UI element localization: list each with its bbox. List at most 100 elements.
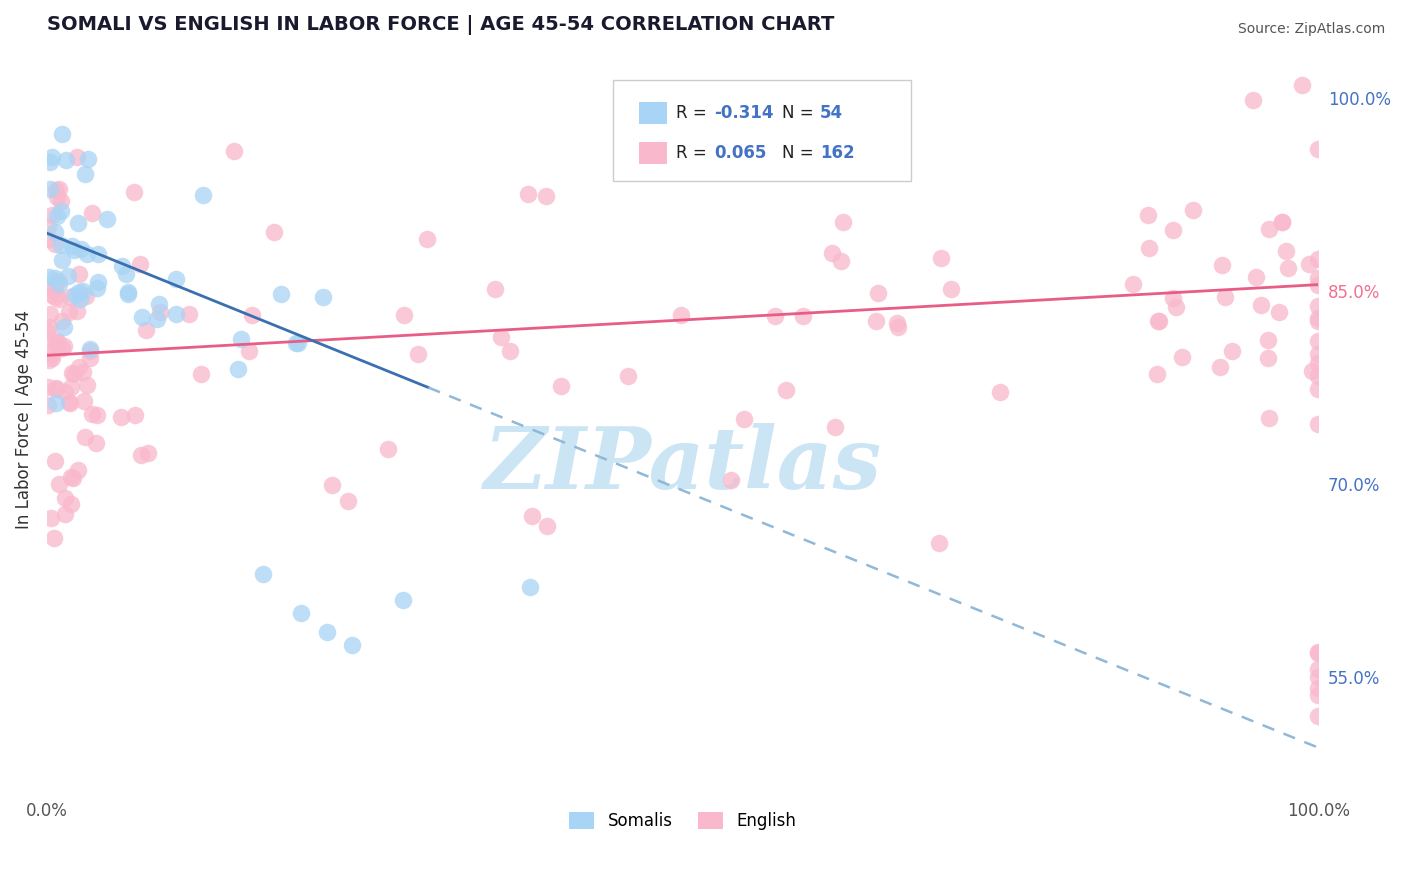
Point <box>51 314 73 328</box>
Point <box>73 430 96 444</box>
Point <box>51 253 73 268</box>
Point <box>1170 351 1192 365</box>
Point <box>499 343 522 358</box>
Point <box>129 448 152 462</box>
Point <box>44 290 66 304</box>
Point <box>238 344 260 359</box>
Point <box>941 282 963 296</box>
Point <box>821 245 844 260</box>
Point <box>63 243 86 257</box>
Point <box>1166 300 1188 314</box>
Point <box>46 338 69 352</box>
Point <box>60 497 83 511</box>
Point <box>775 384 797 398</box>
Point <box>87 247 110 261</box>
Point <box>550 378 572 392</box>
Point <box>135 323 157 337</box>
Point <box>263 225 285 239</box>
Point <box>63 288 86 302</box>
Point <box>59 290 82 304</box>
FancyBboxPatch shape <box>613 80 911 181</box>
Point <box>287 335 309 350</box>
Point <box>1308 252 1330 267</box>
Point <box>44 237 66 252</box>
Point <box>340 638 363 652</box>
Text: 162: 162 <box>820 144 855 161</box>
Point <box>824 419 846 434</box>
Point <box>1181 203 1204 218</box>
Text: 0.065: 0.065 <box>714 144 766 161</box>
Point <box>669 308 692 322</box>
Point <box>792 309 814 323</box>
Point <box>45 184 67 198</box>
Point <box>44 271 66 285</box>
Point <box>1147 314 1170 328</box>
Point <box>1308 299 1330 313</box>
Point <box>136 446 159 460</box>
Point <box>67 463 90 477</box>
Point <box>928 536 950 550</box>
Point <box>76 378 98 392</box>
Point <box>1308 347 1330 361</box>
Point <box>55 491 77 506</box>
Point <box>321 478 343 492</box>
Point <box>1257 333 1279 347</box>
Point <box>48 476 70 491</box>
Point <box>86 435 108 450</box>
Point <box>48 277 70 292</box>
Point <box>290 606 312 620</box>
Point <box>69 293 91 307</box>
Point <box>79 344 101 359</box>
Point <box>48 182 70 196</box>
Point <box>520 508 543 523</box>
Point <box>392 592 415 607</box>
Point <box>1308 644 1330 658</box>
Point <box>45 209 67 223</box>
Point <box>129 257 152 271</box>
Point <box>39 182 62 196</box>
Point <box>1308 681 1330 695</box>
Point <box>53 507 76 521</box>
Point <box>519 580 541 594</box>
Point <box>240 309 263 323</box>
Point <box>886 316 908 330</box>
Point <box>48 292 70 306</box>
Point <box>86 280 108 294</box>
Point <box>1209 360 1232 375</box>
Point <box>38 307 60 321</box>
Point <box>1146 367 1168 381</box>
Point <box>222 144 245 158</box>
Point <box>124 409 146 423</box>
Point <box>62 367 84 381</box>
Point <box>86 409 108 423</box>
Point <box>72 284 94 298</box>
Point <box>270 287 292 301</box>
Point <box>60 238 83 252</box>
Text: N =: N = <box>782 144 818 161</box>
Legend: Somalis, English: Somalis, English <box>562 805 803 837</box>
Point <box>44 225 66 239</box>
Point <box>887 319 910 334</box>
Point <box>763 309 786 323</box>
Point <box>868 285 890 300</box>
Point <box>60 366 83 380</box>
Point <box>42 531 65 545</box>
Point <box>41 281 63 295</box>
Point <box>517 187 540 202</box>
Point <box>831 215 853 229</box>
Point <box>79 351 101 365</box>
Point <box>190 368 212 382</box>
Point <box>165 272 187 286</box>
Point <box>41 209 63 223</box>
Point <box>131 310 153 324</box>
Point <box>1250 298 1272 312</box>
Point <box>1308 270 1330 285</box>
Point <box>46 190 69 204</box>
Point <box>148 297 170 311</box>
Point <box>252 567 274 582</box>
Point <box>1308 709 1330 723</box>
Point <box>484 282 506 296</box>
Point <box>1122 277 1144 292</box>
Point <box>45 396 67 410</box>
Point <box>1211 258 1233 272</box>
